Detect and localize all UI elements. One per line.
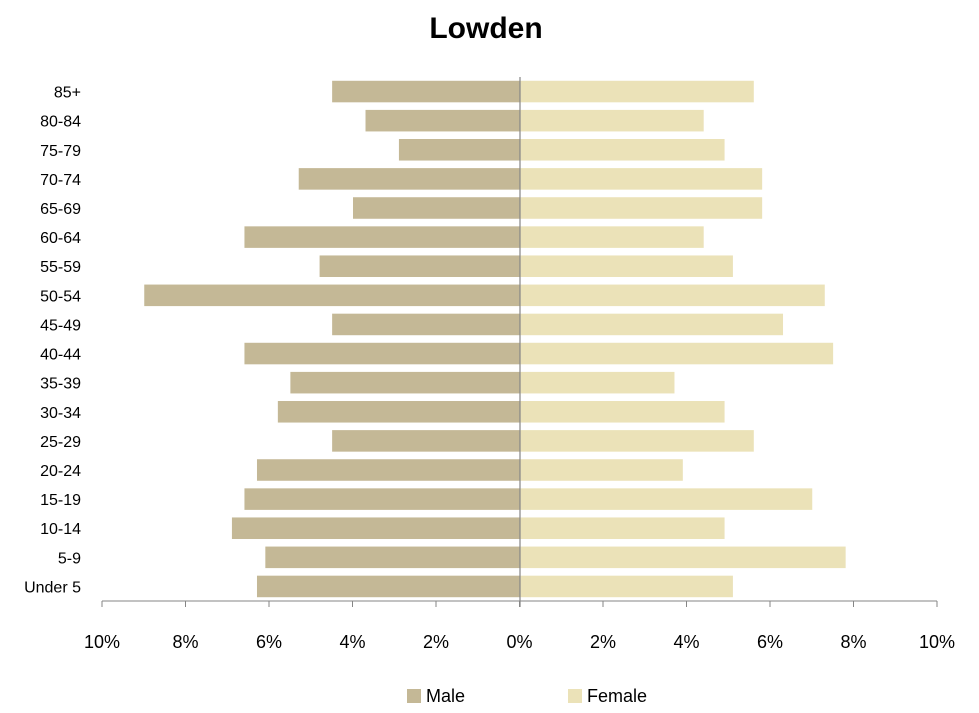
bar-female-40-44 [520, 342, 834, 365]
legend-swatch-male [407, 689, 421, 703]
bar-male-40-44 [244, 342, 520, 365]
category-label-15-19: 15-19 [40, 492, 81, 509]
category-label-5-9: 5-9 [58, 550, 81, 567]
bar-male-20-24 [256, 459, 520, 481]
bar-male-65-69 [353, 197, 520, 219]
x-tick-label: 8% [840, 632, 866, 652]
bar-female-45-49 [520, 313, 784, 336]
category-label-75-79: 75-79 [40, 143, 81, 160]
category-label-80-84: 80-84 [40, 114, 81, 131]
bar-male-55-59 [319, 255, 520, 277]
bar-male-10-14 [231, 517, 520, 539]
legend-label-male: Male [426, 686, 465, 706]
category-label-20-24: 20-24 [40, 463, 81, 480]
category-label-85: 85+ [54, 85, 81, 102]
bar-female-60-64 [520, 226, 704, 248]
bar-female-85 [520, 80, 754, 103]
legend-swatch-female [568, 689, 582, 703]
chart-title: Lowden [429, 12, 542, 45]
bars-group [144, 80, 846, 598]
bar-male-80-84 [365, 109, 520, 132]
category-label-10-14: 10-14 [40, 521, 81, 538]
bar-male-75-79 [398, 139, 521, 161]
bar-female-75-79 [520, 139, 725, 161]
bar-male-under-5 [256, 575, 520, 598]
category-labels: Under 5 5-9 10-14 15-19 20-24 25-29 30-34 35-39… [24, 85, 81, 597]
category-label-50-54: 50-54 [40, 288, 81, 305]
bar-male-35-39 [290, 371, 521, 394]
bar-male-85 [332, 80, 521, 103]
category-label-55-59: 55-59 [40, 259, 81, 276]
bar-female-20-24 [520, 459, 683, 481]
bar-female-70-74 [520, 168, 763, 190]
category-label-30-34: 30-34 [40, 405, 81, 422]
bar-female-35-39 [520, 371, 675, 394]
bar-female-65-69 [520, 197, 763, 219]
bar-male-30-34 [277, 401, 520, 423]
bar-female-30-34 [520, 401, 725, 423]
x-tick-label: 4% [339, 632, 365, 652]
category-label-60-64: 60-64 [40, 230, 81, 247]
category-label-35-39: 35-39 [40, 376, 81, 393]
bar-female-80-84 [520, 109, 704, 132]
x-tick-label: 6% [757, 632, 783, 652]
x-tick-label: 2% [423, 632, 449, 652]
bar-female-15-19 [520, 488, 813, 510]
bar-male-60-64 [244, 226, 520, 248]
bar-male-25-29 [332, 430, 521, 452]
x-tick-label: 0% [506, 632, 532, 652]
category-label-40-44: 40-44 [40, 347, 81, 364]
bar-female-10-14 [520, 517, 725, 539]
x-tick-label: 6% [256, 632, 282, 652]
x-tick-label: 8% [172, 632, 198, 652]
legend: Male Female [407, 686, 647, 706]
category-label-65-69: 65-69 [40, 201, 81, 218]
bar-male-5-9 [265, 546, 520, 569]
category-label-45-49: 45-49 [40, 317, 81, 334]
bar-female-50-54 [520, 284, 825, 307]
x-tick-label: 4% [673, 632, 699, 652]
category-label-25-29: 25-29 [40, 434, 81, 451]
x-tick-label: 2% [590, 632, 616, 652]
x-ticks: 10% 8% 6% 4% 2% 0% 2% 4% 6% 8% 10% [84, 601, 955, 652]
bar-male-15-19 [244, 488, 520, 510]
x-tick-label: 10% [919, 632, 955, 652]
bar-male-50-54 [144, 284, 520, 307]
bar-male-70-74 [298, 168, 521, 190]
bar-female-55-59 [520, 255, 733, 277]
bar-female-25-29 [520, 430, 754, 452]
x-tick-label: 10% [84, 632, 120, 652]
category-label-under-5: Under 5 [24, 579, 81, 596]
category-label-70-74: 70-74 [40, 172, 81, 189]
bar-female-under-5 [520, 575, 733, 598]
legend-label-female: Female [587, 686, 647, 706]
bar-female-5-9 [520, 546, 846, 569]
bar-male-45-49 [332, 313, 521, 336]
